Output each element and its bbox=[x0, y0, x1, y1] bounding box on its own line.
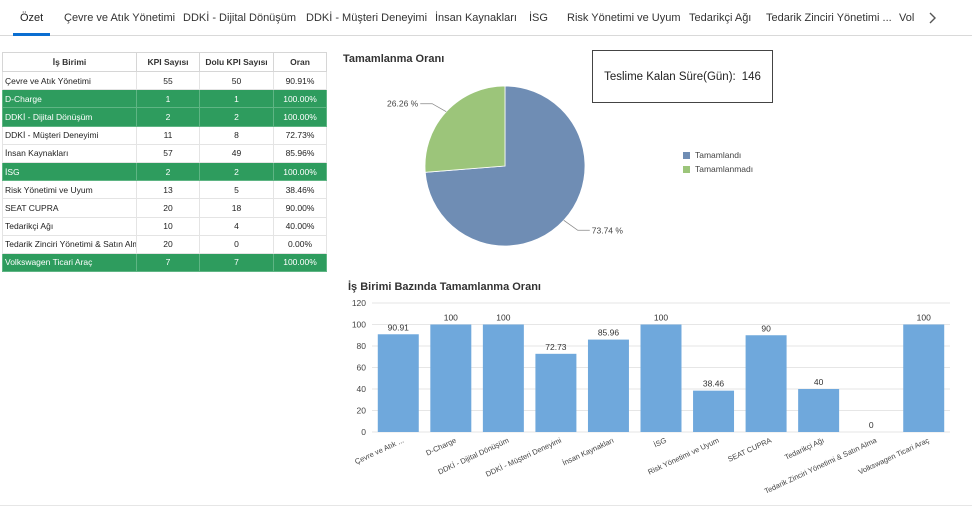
remaining-days-value: 146 bbox=[741, 70, 761, 83]
cell-kpi-count: 55 bbox=[136, 70, 200, 91]
kpi-table: İş Birimi KPI Sayısı Dolu KPI Sayısı Ora… bbox=[2, 52, 327, 273]
table-row[interactable]: DDKİ - Müşteri Deneyimi 11 8 72.73% bbox=[2, 125, 327, 145]
bar-chart-title: İş Birimi Bazında Tamamlanma Oranı bbox=[348, 281, 541, 293]
y-tick-label-2: 40 bbox=[357, 384, 367, 394]
tab-insan-kaynaklari[interactable]: İnsan Kaynakları bbox=[435, 12, 517, 24]
tab-cevre[interactable]: Çevre ve Atık Yönetimi bbox=[64, 12, 176, 24]
legend-label-1: Tamamlanmadı bbox=[695, 164, 753, 174]
tab-volkswagen[interactable]: Vol bbox=[899, 12, 915, 24]
y-tick-label-5: 100 bbox=[352, 320, 366, 330]
bar-3 bbox=[535, 353, 577, 432]
cell-kpi-count: 2 bbox=[136, 161, 200, 182]
bar-value-label-10: 100 bbox=[917, 313, 931, 323]
tab-dijital-donusum[interactable]: DDKİ - Dijital Dönüşüm bbox=[183, 12, 297, 24]
x-tick-label-1: D-Charge bbox=[424, 436, 457, 458]
cell-ratio: 100.00% bbox=[273, 252, 327, 273]
tab-risk[interactable]: Risk Yönetimi ve Uyum bbox=[567, 12, 681, 24]
cell-ratio: 100.00% bbox=[273, 107, 327, 127]
tab-tedarikci-agi[interactable]: Tedarikçi Ağı bbox=[689, 12, 752, 24]
cell-name: D-Charge bbox=[2, 89, 137, 109]
column-header[interactable]: Dolu KPI Sayısı bbox=[199, 52, 274, 72]
tab-ozet[interactable]: Özet bbox=[12, 0, 51, 36]
bar-8 bbox=[798, 389, 840, 432]
table-row[interactable]: DDKİ - Dijital Dönüşüm 2 2 100.00% bbox=[2, 107, 327, 127]
tab-bar: Özet Çevre ve Atık Yönetimi DDKİ - Dijit… bbox=[0, 0, 972, 36]
bar-1 bbox=[430, 324, 472, 432]
bar-10 bbox=[903, 324, 945, 432]
tab-tedarik-zinciri[interactable]: Tedarik Zinciri Yönetimi ... bbox=[766, 12, 892, 24]
legend-swatch-1 bbox=[683, 166, 690, 173]
cell-filled-kpi-count: 1 bbox=[199, 89, 274, 109]
bar-value-label-6: 38.46 bbox=[703, 379, 725, 389]
pie-slice-1 bbox=[424, 85, 506, 173]
y-tick-label-0: 0 bbox=[361, 427, 366, 437]
tab-musteri-deneyimi[interactable]: DDKİ - Müşteri Deneyimi bbox=[306, 12, 428, 24]
bar-value-label-1: 100 bbox=[444, 313, 458, 323]
x-tick-label-5: İSG bbox=[652, 436, 668, 450]
cell-filled-kpi-count: 2 bbox=[199, 107, 274, 127]
chevron-right-icon[interactable] bbox=[921, 7, 943, 29]
remaining-days-card: Teslime Kalan Süre(Gün): 146 bbox=[592, 50, 773, 103]
bar-value-label-9: 0 bbox=[869, 420, 874, 430]
tab-isg[interactable]: İSG bbox=[529, 12, 548, 24]
table-row[interactable]: SEAT CUPRA 20 18 90.00% bbox=[2, 198, 327, 218]
table-row[interactable]: Çevre ve Atık Yönetimi 55 50 90.91% bbox=[2, 70, 327, 91]
cell-kpi-count: 7 bbox=[136, 252, 200, 273]
x-tick-label-4: İnsan Kaynakları bbox=[561, 436, 615, 468]
cell-name: Volkswagen Ticari Araç bbox=[2, 252, 137, 273]
cell-ratio: 100.00% bbox=[273, 161, 327, 182]
column-header[interactable]: İş Birimi bbox=[2, 52, 137, 72]
pie-leader-line-1 bbox=[420, 103, 447, 113]
bar-value-label-5: 100 bbox=[654, 313, 668, 323]
cell-kpi-count: 2 bbox=[136, 107, 200, 127]
x-tick-label-8: Tedarikçi Ağı bbox=[783, 436, 825, 462]
bottom-divider bbox=[0, 505, 972, 506]
bar-6 bbox=[693, 390, 735, 432]
x-tick-label-0: Çevre ve Atık ... bbox=[353, 436, 405, 467]
bar-value-label-0: 90.91 bbox=[388, 322, 410, 332]
bar-4 bbox=[587, 339, 629, 432]
pie-slice-label-0: 73.74 % bbox=[592, 225, 624, 235]
cell-name: DDKİ - Dijital Dönüşüm bbox=[2, 107, 137, 127]
pie-slice-label-1: 26.26 % bbox=[387, 99, 419, 109]
bar-value-label-4: 85.96 bbox=[598, 328, 620, 338]
bar-value-label-3: 72.73 bbox=[545, 342, 567, 352]
table-row[interactable]: Volkswagen Ticari Araç 7 7 100.00% bbox=[2, 252, 327, 273]
pie-leader-line-0 bbox=[563, 219, 590, 231]
y-tick-label-4: 80 bbox=[357, 341, 367, 351]
cell-filled-kpi-count: 50 bbox=[199, 70, 274, 91]
cell-kpi-count: 1 bbox=[136, 89, 200, 109]
legend-label-0: Tamamlandı bbox=[695, 150, 741, 160]
y-tick-label-1: 20 bbox=[357, 406, 367, 416]
cell-ratio: 100.00% bbox=[273, 89, 327, 109]
bar-0 bbox=[377, 334, 419, 432]
y-tick-label-3: 60 bbox=[357, 363, 367, 373]
bar-value-label-7: 90 bbox=[761, 323, 771, 333]
bar-value-label-2: 100 bbox=[496, 313, 510, 323]
bar-5 bbox=[640, 324, 682, 432]
table-row[interactable]: D-Charge 1 1 100.00% bbox=[2, 89, 327, 109]
legend-swatch-0 bbox=[683, 152, 690, 159]
pie-chart-title: Tamamlanma Oranı bbox=[343, 53, 445, 65]
y-tick-label-6: 120 bbox=[352, 298, 366, 308]
bar-2 bbox=[482, 324, 524, 432]
remaining-days-label: Teslime Kalan Süre(Gün): bbox=[604, 70, 736, 83]
bar-7 bbox=[745, 335, 787, 432]
cell-ratio: 90.91% bbox=[273, 70, 327, 91]
bar-value-label-8: 40 bbox=[814, 377, 824, 387]
x-tick-label-7: SEAT CUPRA bbox=[726, 436, 773, 464]
cell-filled-kpi-count: 7 bbox=[199, 252, 274, 273]
